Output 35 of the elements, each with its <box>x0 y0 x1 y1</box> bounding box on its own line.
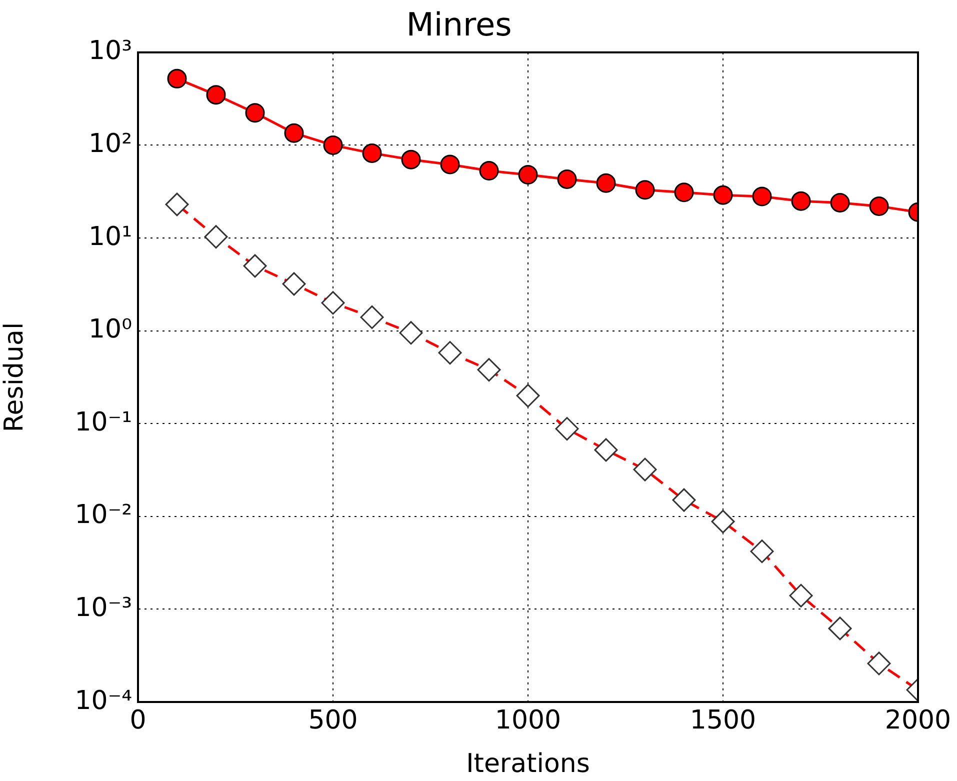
point <box>869 196 889 216</box>
x-tick-label: 0 <box>130 705 146 736</box>
point <box>596 173 616 193</box>
point <box>518 165 538 185</box>
y-axis-title: Residual <box>0 322 30 432</box>
point <box>479 161 499 181</box>
x-axis-title: Iterations <box>466 749 590 780</box>
y-tick-label: 10⁻³ <box>74 592 132 623</box>
point <box>362 143 382 163</box>
point <box>557 169 577 189</box>
point <box>791 191 811 211</box>
y-tick-label: 10⁻² <box>74 500 132 530</box>
point <box>635 180 655 200</box>
x-tick-label: 1000 <box>494 705 562 736</box>
y-tick-label: 10¹ <box>88 222 132 252</box>
point <box>245 103 265 123</box>
y-tick-label: 10⁻¹ <box>74 407 132 438</box>
point <box>674 182 694 202</box>
point <box>713 185 733 205</box>
point <box>323 135 343 155</box>
point <box>401 150 421 170</box>
y-tick-label: 10² <box>88 128 132 159</box>
point <box>206 85 226 105</box>
point <box>752 186 772 206</box>
point <box>167 68 187 88</box>
point <box>440 154 460 174</box>
point <box>284 123 304 143</box>
x-tick-label: 1500 <box>690 705 756 736</box>
y-tick-label: 10⁰ <box>88 314 132 345</box>
chart-title: Minres <box>406 6 512 44</box>
y-tick-label: 10³ <box>88 36 132 66</box>
x-tick-label: 500 <box>308 705 358 736</box>
x-tick-label: 2000 <box>884 705 952 736</box>
y-tick-label: 10⁻⁴ <box>74 686 132 716</box>
point <box>830 192 850 212</box>
